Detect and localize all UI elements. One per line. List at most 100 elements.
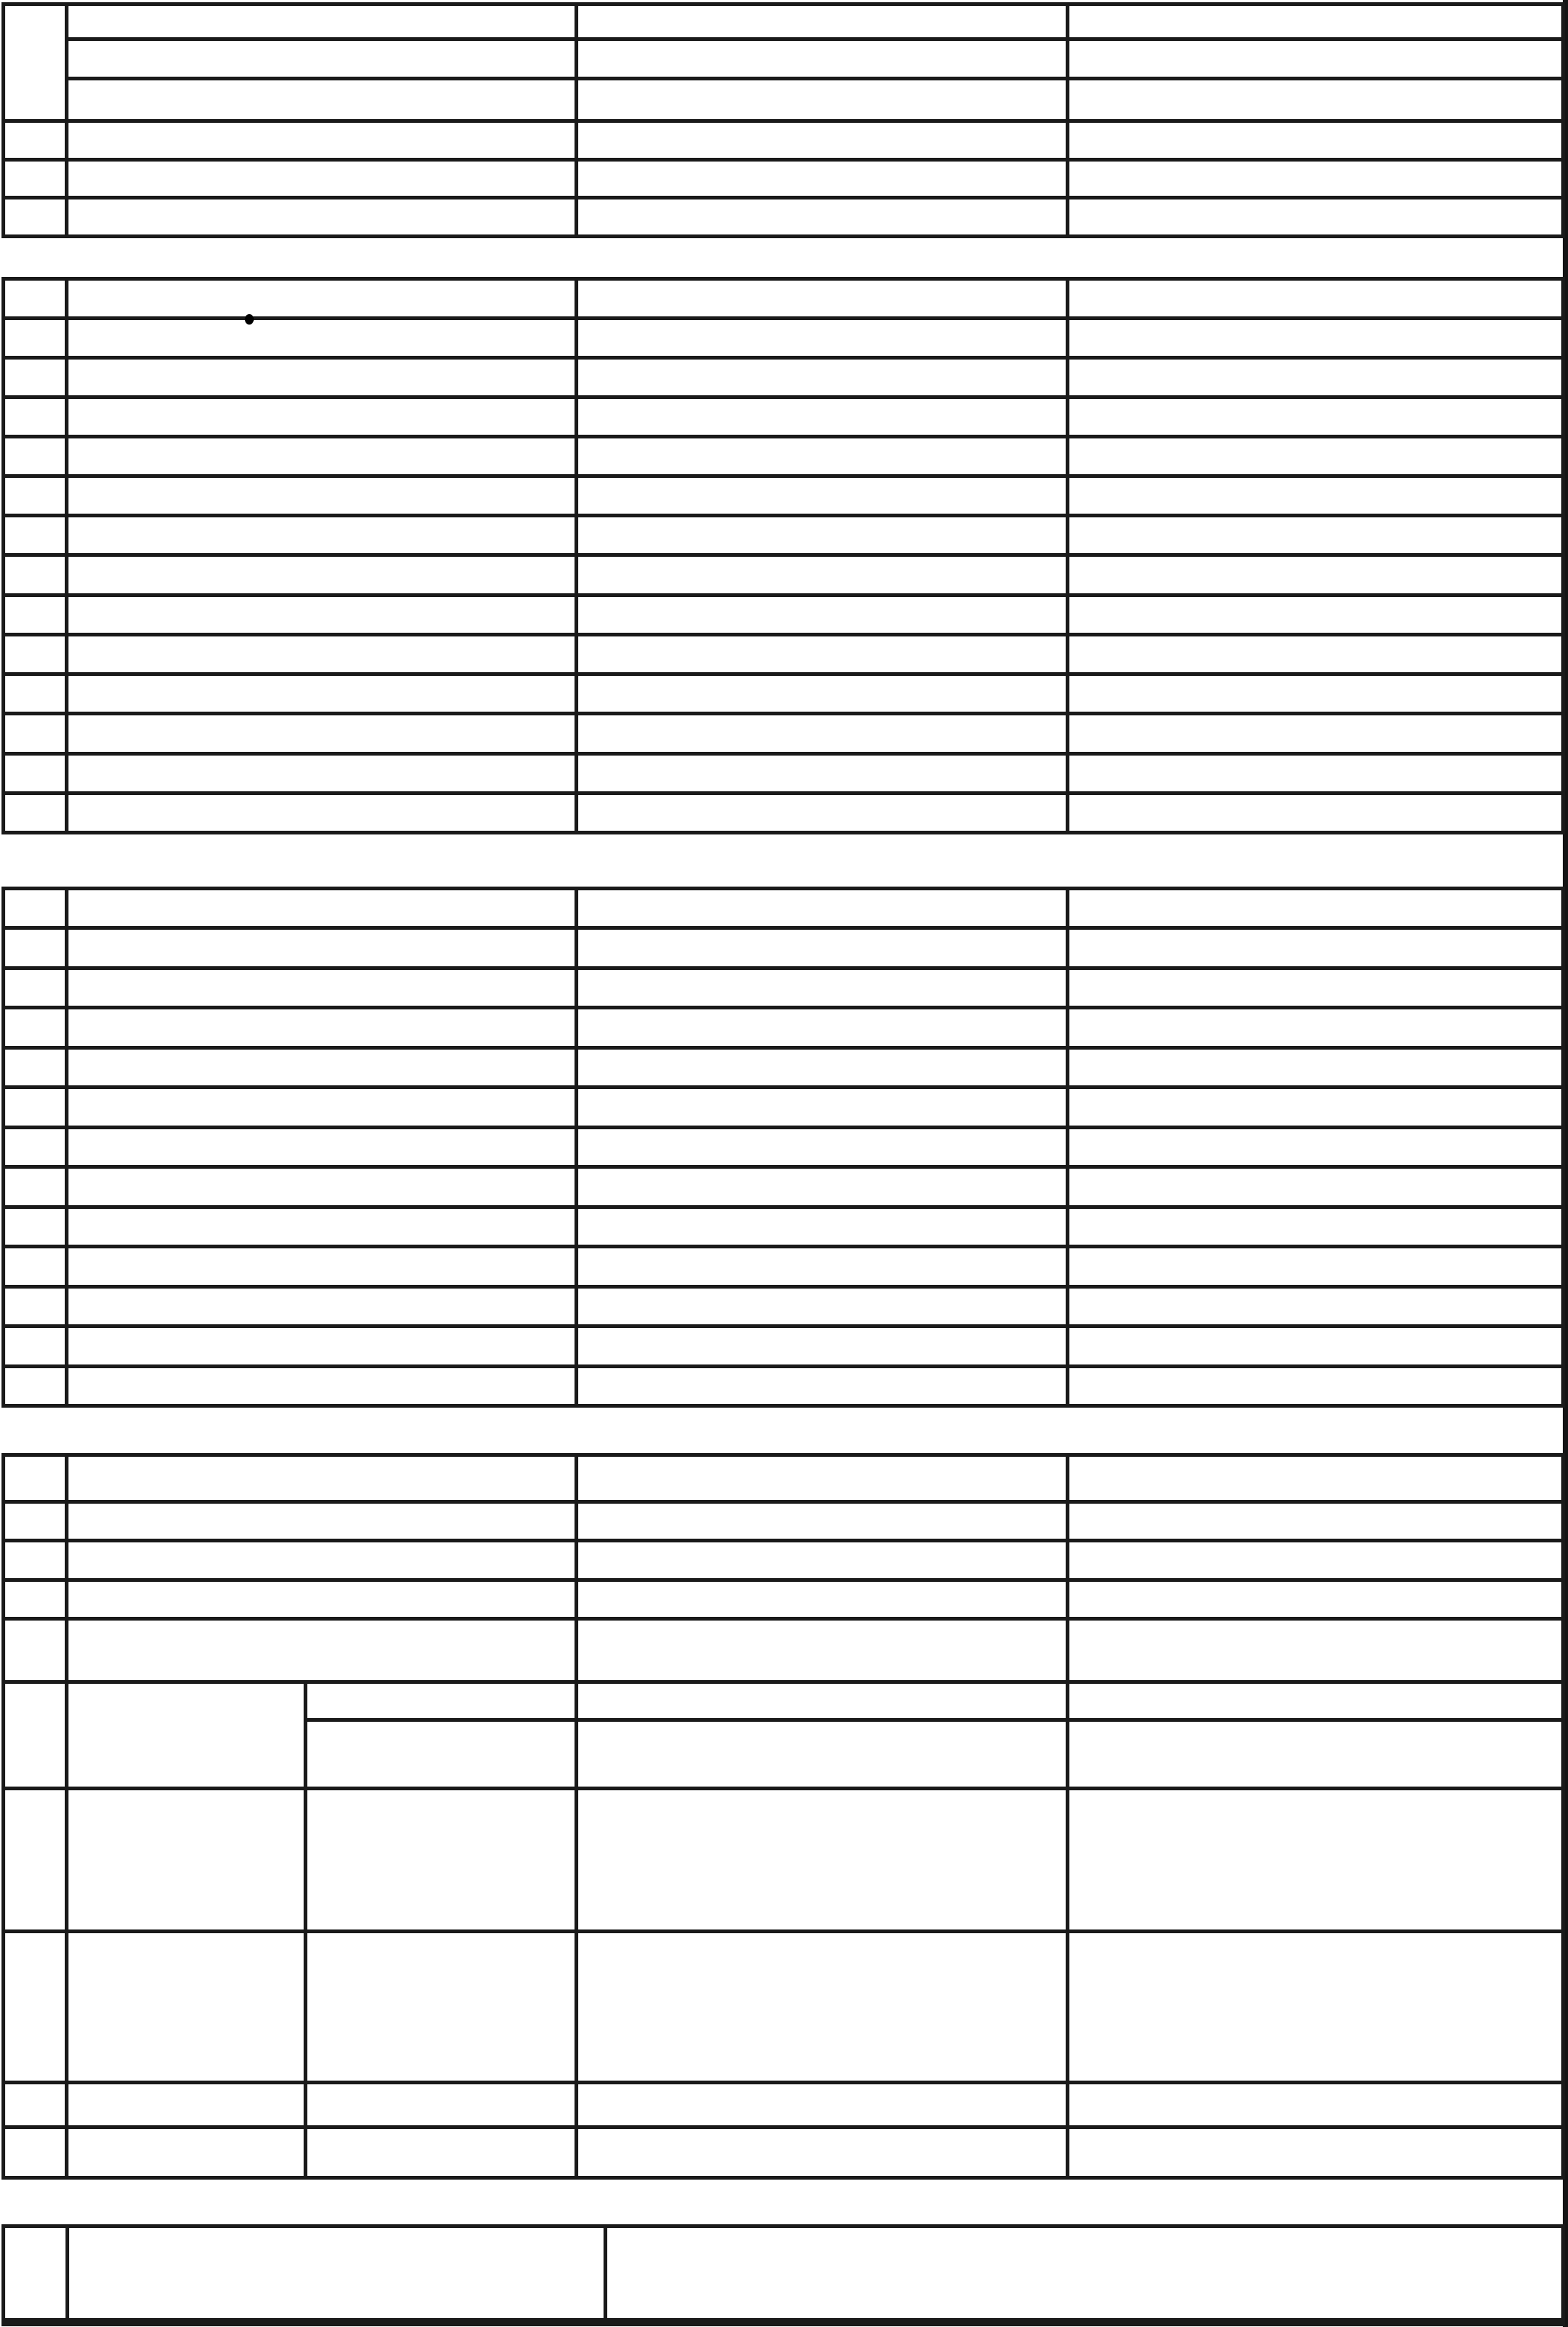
section-4b-table (1, 1680, 1565, 1790)
grid-cell (578, 1582, 1066, 1617)
grid-cell (578, 930, 1066, 966)
grid-cell (307, 2084, 575, 2125)
grid-cell (1069, 795, 1561, 831)
grid-cell (5, 1368, 65, 1404)
grid-cell (1069, 970, 1561, 1006)
grid-cell (68, 1248, 575, 1285)
grid-cell (5, 1457, 65, 1500)
grid-cell (1069, 636, 1561, 672)
grid-cell (1069, 399, 1561, 435)
grid-cell (68, 2084, 304, 2125)
grid-cell (578, 478, 1066, 514)
grid-cell (5, 123, 65, 158)
grid-cell (5, 1328, 65, 1364)
grid-cell (307, 1684, 575, 1718)
grid-cell (68, 1621, 575, 1680)
grid-cell (578, 399, 1066, 435)
grid-cell (607, 2228, 1561, 2318)
grid-cell (578, 438, 1066, 474)
grid-cell (5, 795, 65, 831)
grid-cell (578, 281, 1066, 316)
grid-cell (1069, 597, 1561, 633)
grid-cell (5, 438, 65, 474)
grid-cell (578, 1050, 1066, 1085)
grid-cell (68, 1050, 575, 1085)
grid-cell (1069, 676, 1561, 712)
grid-cell (578, 1790, 1066, 1929)
grid-cell (1069, 320, 1561, 356)
grid-cell (5, 1790, 65, 1929)
grid-cell (1069, 1089, 1561, 1126)
grid-cell (68, 636, 575, 672)
grid-cell (68, 1582, 575, 1617)
section-1-table (1, 2, 1565, 238)
grid-cell (68, 80, 575, 119)
scan-edge-strip (1563, 0, 1568, 2327)
grid-cell (578, 123, 1066, 158)
grid-cell (5, 1504, 65, 1539)
footer-table (1, 2224, 1565, 2326)
grid-cell (1069, 6, 1561, 37)
grid-cell (578, 320, 1066, 356)
grid-cell (578, 2084, 1066, 2125)
grid-cell (68, 281, 575, 316)
grid-cell (5, 756, 65, 791)
grid-cell (5, 970, 65, 1006)
grid-cell (5, 1089, 65, 1126)
grid-cell (5, 320, 65, 356)
grid-cell (578, 970, 1066, 1006)
grid-cell (5, 1209, 65, 1245)
grid-cell (5, 1289, 65, 1324)
grid-cell (5, 360, 65, 395)
grid-cell (5, 478, 65, 514)
grid-cell (68, 597, 575, 633)
grid-cell (68, 1457, 575, 1500)
grid-cell (5, 1621, 65, 1680)
grid-cell (578, 1457, 1066, 1500)
grid-cell (5, 597, 65, 633)
grid-cell (1069, 1169, 1561, 1205)
grid-cell (68, 970, 575, 1006)
grid-cell (68, 1289, 575, 1324)
grid-cell (5, 6, 65, 119)
grid-cell (5, 636, 65, 672)
grid-cell (1069, 281, 1561, 316)
grid-cell (1069, 517, 1561, 553)
grid-cell (1069, 1368, 1561, 1404)
grid-cell (68, 795, 575, 831)
grid-cell (68, 715, 575, 752)
grid-cell (1069, 1621, 1561, 1680)
grid-cell (578, 80, 1066, 119)
grid-cell (68, 1542, 575, 1578)
grid-cell (68, 123, 575, 158)
grid-cell (5, 930, 65, 966)
grid-cell (578, 636, 1066, 672)
grid-cell (1069, 1933, 1561, 2081)
grid-cell (578, 1504, 1066, 1539)
grid-cell (68, 399, 575, 435)
grid-cell (578, 1328, 1066, 1364)
grid-cell (5, 2129, 65, 2176)
grid-cell (68, 1169, 575, 1205)
grid-cell (578, 41, 1066, 77)
grid-cell (578, 1684, 1066, 1718)
grid-cell (5, 1542, 65, 1578)
grid-cell (1069, 1684, 1561, 1718)
grid-cell (5, 1169, 65, 1205)
grid-cell (307, 2129, 575, 2176)
grid-cell (5, 715, 65, 752)
grid-cell (578, 199, 1066, 234)
grid-cell (5, 162, 65, 196)
grid-cell (578, 1289, 1066, 1324)
section-4a-table (1, 1453, 1565, 1684)
grid-cell (68, 41, 575, 77)
ink-dot-artifact (245, 314, 254, 325)
grid-cell (578, 2129, 1066, 2176)
grid-cell (1069, 1542, 1561, 1578)
grid-cell (1069, 1209, 1561, 1245)
grid-cell (68, 2129, 304, 2176)
grid-cell (5, 2228, 65, 2318)
grid-cell (578, 676, 1066, 712)
grid-cell (578, 360, 1066, 395)
